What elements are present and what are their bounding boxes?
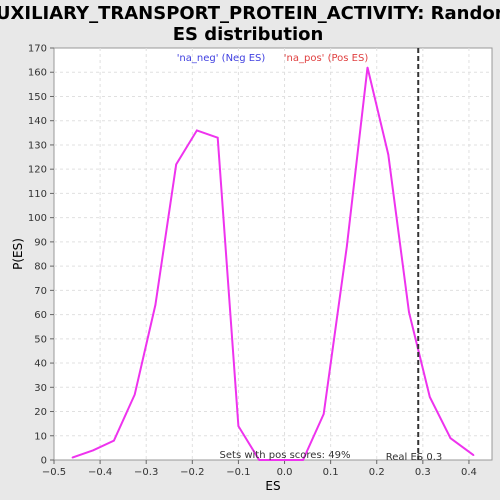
x-tick-label: 0.4 bbox=[461, 467, 477, 478]
y-tick-label: 170 bbox=[28, 44, 47, 55]
data-point bbox=[322, 413, 325, 415]
data-point bbox=[133, 393, 136, 396]
data-point bbox=[258, 459, 260, 461]
y-tick-label: 150 bbox=[28, 92, 47, 103]
data-point bbox=[408, 311, 410, 313]
y-tick-label: 140 bbox=[28, 116, 47, 127]
x-axis: −0.5 −0.4 −0.3 −0.2 −0.1 0.0 0.1 0.2 0.3 0.4 bbox=[42, 460, 477, 478]
y-tick-label: 160 bbox=[28, 68, 47, 79]
y-tick-label: 40 bbox=[34, 359, 47, 370]
x-tick-label: 0.1 bbox=[323, 467, 339, 478]
x-axis-label: ES bbox=[265, 479, 280, 493]
y-tick-label: 60 bbox=[34, 310, 47, 321]
y-tick-label: 10 bbox=[34, 431, 47, 442]
x-tick-label: −0.5 bbox=[42, 467, 66, 478]
x-tick-label: −0.1 bbox=[226, 467, 250, 478]
y-tick-label: 30 bbox=[34, 383, 47, 394]
data-point bbox=[237, 425, 240, 427]
chart-title-line2: ES distribution bbox=[173, 24, 324, 45]
data-point bbox=[154, 304, 157, 306]
y-tick-label: 130 bbox=[28, 140, 47, 151]
x-tick-label: 0.2 bbox=[369, 467, 385, 478]
real-es-label: Real ES 0.3 bbox=[386, 452, 442, 463]
data-point bbox=[472, 454, 475, 456]
data-point bbox=[71, 456, 74, 459]
data-point bbox=[387, 153, 390, 156]
data-point bbox=[449, 437, 452, 439]
y-tick-label: 110 bbox=[28, 189, 47, 200]
y-tick-label: 120 bbox=[28, 165, 47, 176]
y-tick-label: 0 bbox=[41, 456, 47, 467]
y-axis-label: P(ES) bbox=[11, 238, 25, 270]
y-tick-label: 20 bbox=[34, 407, 47, 418]
data-point bbox=[302, 459, 304, 461]
y-axis: 0 10 20 30 40 50 60 70 80 90 100 110 120 130 140 150 160… bbox=[28, 44, 54, 467]
series-line bbox=[72, 67, 475, 461]
y-tick-label: 50 bbox=[34, 334, 47, 345]
data-point bbox=[196, 129, 198, 132]
x-tick-label: −0.3 bbox=[134, 467, 158, 478]
data-point bbox=[175, 163, 177, 166]
grid bbox=[54, 48, 492, 460]
chart-title-line1: AUXILIARY_TRANSPORT_PROTEIN_ACTIVITY: Ra… bbox=[0, 3, 500, 24]
data-point bbox=[428, 396, 431, 398]
data-point bbox=[279, 459, 281, 461]
data-point bbox=[366, 66, 369, 69]
y-tick-label: 100 bbox=[28, 213, 47, 224]
data-point bbox=[216, 136, 219, 139]
data-point bbox=[345, 245, 348, 248]
series-points bbox=[71, 66, 475, 461]
x-tick-label: 0.3 bbox=[415, 467, 431, 478]
legend-neg: 'na_neg' (Neg ES) bbox=[177, 53, 266, 64]
y-tick-label: 80 bbox=[34, 262, 47, 273]
pos-score-annotation: Sets with pos scores: 49% bbox=[220, 450, 351, 461]
y-tick-label: 70 bbox=[34, 286, 47, 297]
y-tick-label: 90 bbox=[34, 237, 47, 248]
plot-area bbox=[53, 47, 493, 461]
data-point bbox=[92, 449, 94, 452]
x-tick-label: −0.2 bbox=[180, 467, 204, 478]
data-point bbox=[113, 439, 115, 442]
x-tick-label: −0.4 bbox=[88, 467, 112, 478]
x-tick-label: 0.0 bbox=[277, 467, 293, 478]
legend-pos: 'na_pos' (Pos ES) bbox=[284, 53, 369, 64]
